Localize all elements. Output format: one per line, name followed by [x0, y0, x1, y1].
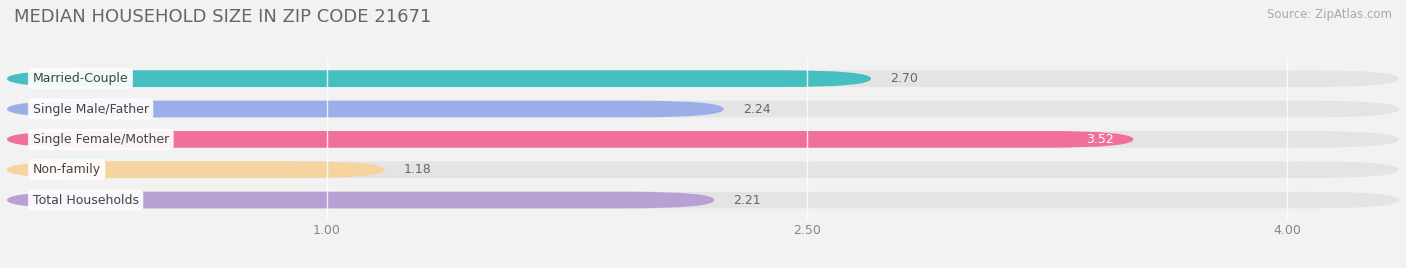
Text: Single Male/Father: Single Male/Father [32, 103, 149, 116]
FancyBboxPatch shape [7, 131, 1133, 148]
Text: MEDIAN HOUSEHOLD SIZE IN ZIP CODE 21671: MEDIAN HOUSEHOLD SIZE IN ZIP CODE 21671 [14, 8, 432, 26]
Text: 2.70: 2.70 [890, 72, 918, 85]
FancyBboxPatch shape [7, 101, 1399, 117]
Text: Married-Couple: Married-Couple [32, 72, 128, 85]
Text: Source: ZipAtlas.com: Source: ZipAtlas.com [1267, 8, 1392, 21]
Text: 3.52: 3.52 [1087, 133, 1114, 146]
Text: 1.18: 1.18 [404, 163, 432, 176]
FancyBboxPatch shape [7, 101, 724, 117]
FancyBboxPatch shape [7, 70, 870, 87]
Text: Single Female/Mother: Single Female/Mother [32, 133, 169, 146]
FancyBboxPatch shape [7, 131, 1399, 148]
FancyBboxPatch shape [7, 70, 1399, 87]
Text: Non-family: Non-family [32, 163, 101, 176]
Text: 2.24: 2.24 [742, 103, 770, 116]
FancyBboxPatch shape [7, 161, 1399, 178]
FancyBboxPatch shape [7, 192, 1399, 209]
FancyBboxPatch shape [7, 192, 714, 209]
Text: 2.21: 2.21 [734, 193, 761, 207]
FancyBboxPatch shape [7, 161, 385, 178]
Text: Total Households: Total Households [32, 193, 139, 207]
